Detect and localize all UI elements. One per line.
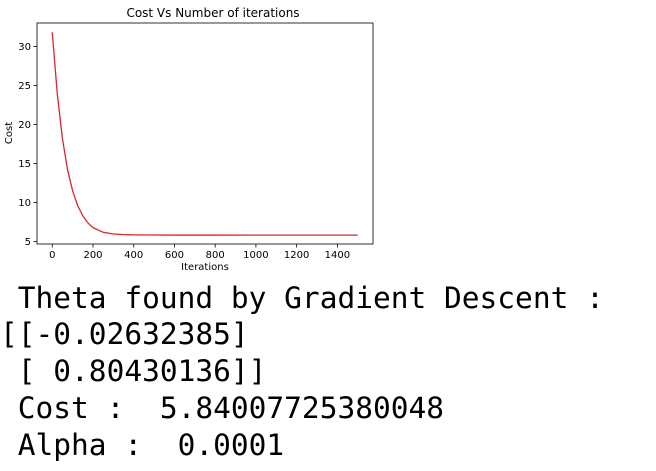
- chart-title: Cost Vs Number of iterations: [126, 6, 299, 20]
- y-tick-label: 30: [18, 42, 31, 53]
- x-tick-label: 0: [49, 250, 55, 261]
- y-tick-label: 15: [18, 159, 31, 170]
- theta-value-row-2: [ 0.80430136]]: [0, 354, 267, 388]
- x-tick-label: 1000: [243, 250, 268, 261]
- y-axis-ticks: 5 10 15 20 25 30: [18, 42, 37, 248]
- x-tick-label: 600: [165, 250, 184, 261]
- cost-output: Cost : 5.84007725380048: [0, 391, 445, 425]
- x-axis-ticks: 0 200 400 600 800 1000 1200 1400: [49, 244, 350, 261]
- y-tick-label: 10: [18, 198, 31, 209]
- cost-chart-svg: Cost Vs Number of iterations 0 200 400 600 8…: [4, 6, 374, 273]
- y-axis-label: Cost: [4, 122, 15, 144]
- theta-heading: Theta found by Gradient Descent :: [0, 281, 604, 315]
- x-tick-label: 800: [206, 250, 225, 261]
- x-tick-label: 1200: [284, 250, 309, 261]
- y-tick-label: 20: [18, 120, 31, 131]
- x-tick-label: 200: [83, 250, 102, 261]
- y-tick-label: 5: [25, 237, 31, 248]
- series-layer: [51, 32, 358, 236]
- x-tick-label: 400: [124, 250, 143, 261]
- x-tick-label: 1400: [325, 250, 350, 261]
- x-axis-label: Iterations: [181, 262, 229, 273]
- cost-series-line: [51, 32, 358, 236]
- y-tick-label: 25: [18, 81, 31, 92]
- alpha-output: Alpha : 0.0001: [0, 428, 285, 462]
- plot-frame: [36, 22, 374, 245]
- theta-value-row-1: [[-0.02632385]: [0, 317, 249, 351]
- cost-chart: Cost Vs Number of iterations 0 200 400 600 8…: [0, 0, 400, 280]
